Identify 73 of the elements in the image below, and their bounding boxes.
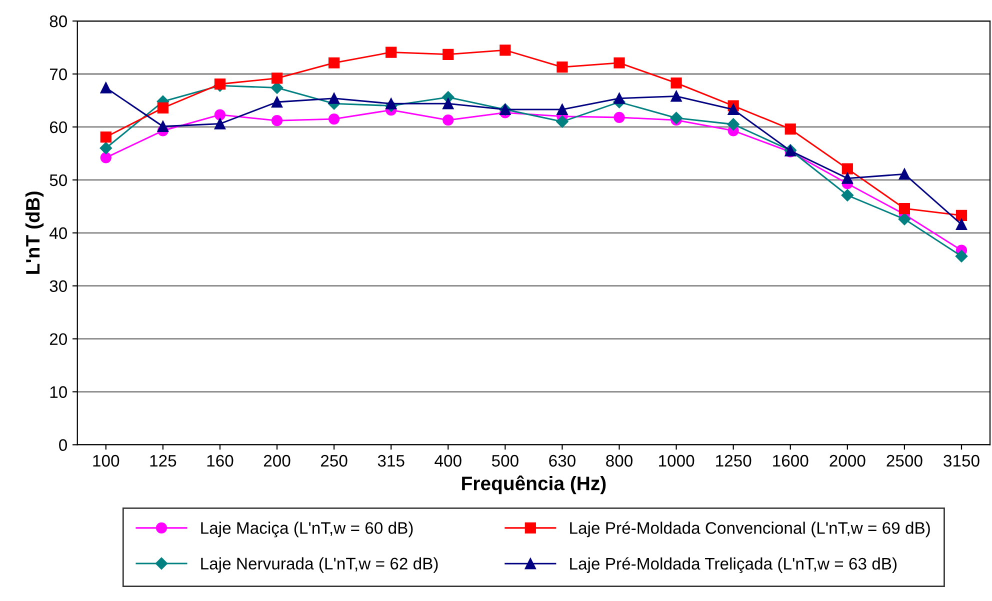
point: [442, 48, 454, 60]
point: [556, 116, 568, 128]
point: [271, 72, 283, 84]
y-tick-label: 70: [50, 68, 68, 80]
point: [955, 250, 968, 262]
point: [614, 57, 625, 68]
x-tick-label: 500: [492, 454, 518, 467]
point: [328, 92, 340, 104]
point: [556, 104, 568, 116]
point: [784, 124, 796, 135]
point: [271, 115, 283, 126]
point: [670, 77, 682, 89]
x-tick-label: 1250: [716, 454, 752, 467]
point: [271, 96, 283, 108]
point: [442, 98, 454, 110]
point: [956, 218, 968, 230]
y-axis-title: L'nT (dB): [25, 192, 44, 274]
x-tick-label: 1000: [659, 454, 694, 467]
x-tick-label: 125: [150, 454, 176, 467]
x-tick-label: 250: [320, 454, 348, 467]
point: [500, 44, 511, 56]
point: [842, 163, 853, 174]
point: [670, 90, 682, 102]
point: [328, 57, 340, 68]
point: [214, 109, 226, 120]
point: [214, 78, 226, 90]
y-tick-label: 10: [50, 386, 68, 398]
x-tick-label: 315: [378, 454, 404, 467]
y-tick-label: 50: [50, 174, 68, 186]
y-tick-label: 80: [50, 15, 68, 28]
legend-label: Laje Maciça (L'nT,w = 60 dB): [201, 522, 413, 538]
point: [100, 142, 112, 154]
x-tick-label: 200: [264, 454, 290, 467]
x-tick-label: 2500: [886, 454, 922, 467]
x-tick-label: 2000: [830, 454, 866, 467]
point: [727, 118, 740, 130]
legend-label: Laje Pré-Moldada Convencional (L'nT,w = 69 dB): [570, 521, 930, 538]
x-tick-label: 800: [606, 454, 633, 467]
point: [100, 131, 112, 143]
point: [157, 120, 168, 132]
point: [898, 202, 910, 214]
x-tick-label: 400: [434, 454, 462, 467]
point: [670, 112, 682, 124]
point: [386, 46, 397, 58]
x-tick-label: 630: [549, 454, 576, 467]
point: [556, 62, 568, 73]
point: [614, 92, 625, 104]
point: [100, 82, 112, 94]
y-tick-label: 40: [50, 227, 68, 240]
point: [386, 98, 397, 110]
point: [214, 118, 226, 130]
x-tick-label: 3150: [944, 454, 980, 467]
x-axis-title: Frequência (Hz): [462, 476, 606, 494]
point: [157, 102, 168, 114]
point: [728, 104, 739, 116]
y-tick-label: 60: [50, 121, 68, 134]
point: [842, 172, 853, 184]
y-tick-label: 0: [59, 439, 68, 451]
x-tick-label: 100: [93, 454, 120, 467]
x-tick-label: 160: [207, 454, 234, 467]
point: [898, 168, 910, 180]
point: [614, 112, 625, 123]
point: [100, 152, 112, 164]
point: [841, 189, 854, 202]
y-tick-label: 30: [50, 280, 68, 292]
legend-label: Laje Nervurada (L'nT,w = 62 dB): [201, 557, 438, 573]
point: [328, 113, 340, 125]
point: [956, 210, 968, 221]
point: [898, 213, 911, 226]
x-tick-label: 1600: [773, 454, 808, 467]
point: [442, 114, 454, 126]
legend-label: Laje Pré-Moldada Treliçada (L'nT,w = 63 dB): [570, 557, 897, 574]
y-tick-label: 20: [50, 333, 68, 346]
